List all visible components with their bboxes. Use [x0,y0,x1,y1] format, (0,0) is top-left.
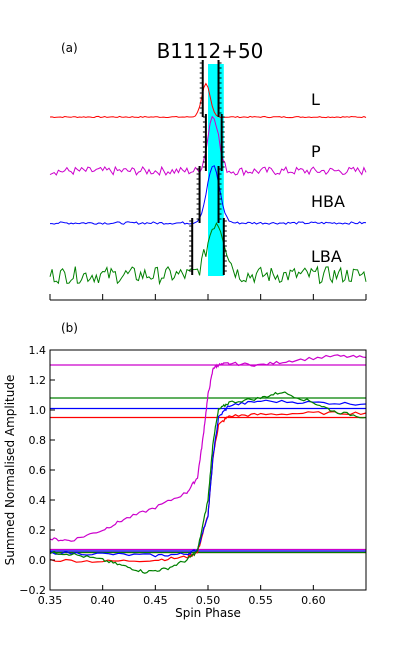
trace-l [49,82,367,119]
x-axis-label: Spin Phase [175,606,241,620]
y-tick-label: 1.4 [29,344,47,357]
cumulative-lba [49,391,367,574]
trace-p [49,115,367,177]
y-tick-label: 1.0 [29,404,47,417]
y-axis-ticks: −0.2 0.0 0.2 0.4 0.6 0.8 1.0 1.2 1.4 [19,344,55,597]
panel-a-series-labels: L P HBA LBA [311,90,345,266]
x-tick-label: 0.50 [196,594,221,607]
y-tick-label: 0.4 [29,494,47,507]
cumulative-l [49,410,367,563]
x-tick-label: 0.55 [248,594,273,607]
y-tick-label: 0.6 [29,464,47,477]
y-tick-label: 0.8 [29,434,47,447]
x-axis-ticks: 0.35 0.40 0.45 0.50 0.55 0.60 [38,585,326,607]
series-label-hba: HBA [311,192,345,211]
x-tick-label: 0.60 [301,594,326,607]
panel-b-frame [49,349,367,591]
panel-a: (a) B1112+50 L P HBA LBA [49,39,367,301]
y-axis-label: Summed Normalised Amplitude [3,375,17,566]
series-label-p: P [311,142,321,161]
x-tick-label: 0.35 [38,594,63,607]
panel-a-label: (a) [61,41,78,55]
cumulative-p [49,354,367,542]
chart-title: B1112+50 [157,39,264,63]
trace-hba [50,165,367,225]
x-tick-label: 0.45 [143,594,168,607]
panel-a-traces [49,82,367,286]
cumulative-hba [49,399,367,558]
panel-b-plot [49,354,367,574]
y-tick-label: 0.0 [29,554,47,567]
y-tick-label: 1.2 [29,374,47,387]
x-tick-label: 0.40 [90,594,115,607]
series-label-lba: LBA [311,247,342,266]
panel-a-ticks [49,294,367,300]
y-tick-label: 0.2 [29,524,47,537]
panel-b-label: (b) [61,321,78,335]
panel-b: (b) 0.35 0.40 0.45 0.50 0.55 0.60 −0.2 0.0 0.2 0… [3,321,367,620]
panel-a-markers [189,60,227,275]
y-tick-label: −0.2 [19,584,46,597]
series-label-l: L [311,90,320,109]
trace-lba [49,222,367,286]
